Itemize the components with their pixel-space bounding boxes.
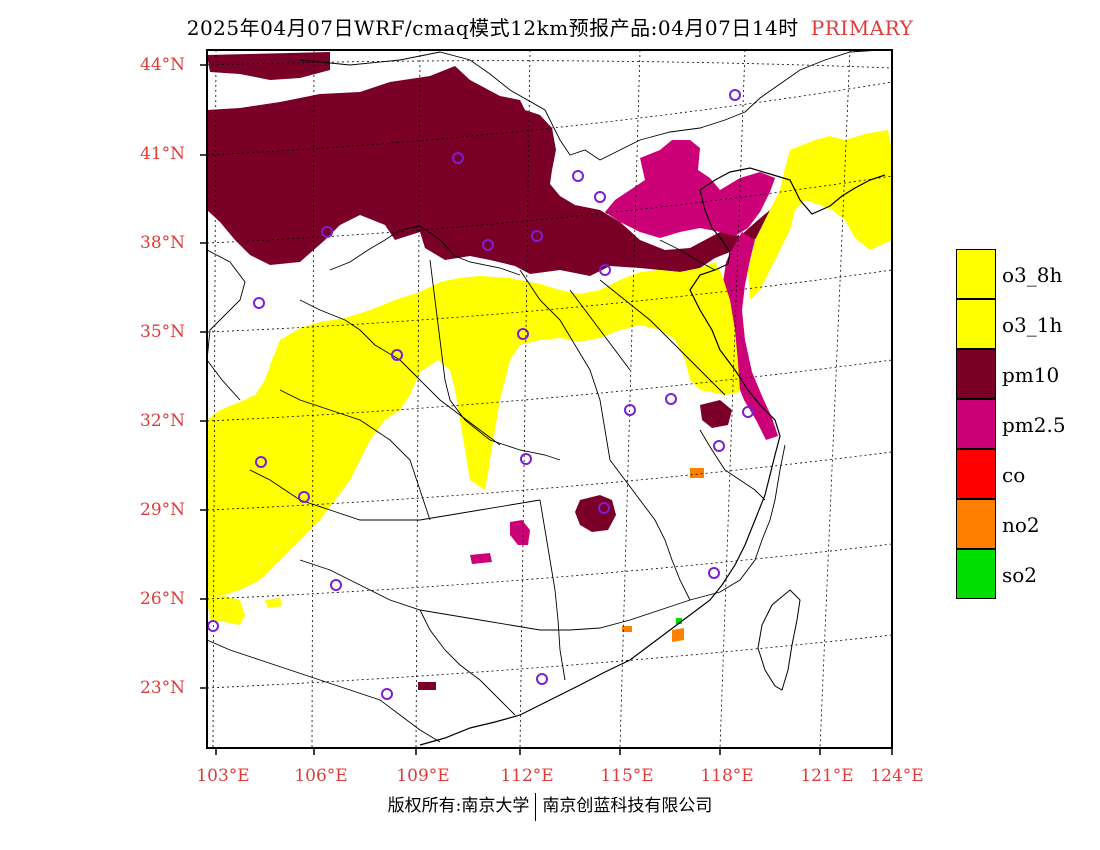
station-marker [391, 349, 403, 361]
graticule [207, 50, 892, 748]
legend-swatch [956, 349, 996, 399]
legend-swatch [956, 399, 996, 449]
station-marker [452, 152, 464, 164]
o3-region-south [207, 596, 282, 625]
station-marker [517, 328, 529, 340]
legend-label: o3_1h [1002, 313, 1063, 337]
legend-label: pm10 [1002, 363, 1060, 387]
copyright-left: 版权所有:南京大学 [387, 796, 530, 816]
legend-label: co [1002, 463, 1026, 487]
station-marker [321, 226, 333, 238]
station-marker [298, 491, 310, 503]
legend-swatch [956, 449, 996, 499]
station-marker [330, 579, 342, 591]
lat-label: 44°N [140, 55, 186, 75]
map-title: 2025年04月07日WRF/cmaq模式12km预报产品:04月07日14时 P… [0, 12, 1100, 41]
lat-label: 26°N [140, 589, 186, 609]
legend-swatch [956, 549, 996, 599]
footer-separator [535, 792, 537, 821]
station-markers [207, 89, 754, 700]
lon-label: 115°E [600, 766, 654, 786]
lat-label: 23°N [140, 678, 186, 698]
lon-label: 121°E [800, 766, 854, 786]
legend-label: pm2.5 [1002, 413, 1066, 437]
axis-ticks [200, 64, 893, 755]
station-marker [253, 297, 265, 309]
station-marker [482, 239, 494, 251]
lat-label: 32°N [140, 411, 186, 431]
station-marker [598, 502, 610, 514]
station-marker [255, 456, 267, 468]
station-marker [520, 453, 532, 465]
station-marker [599, 264, 611, 276]
station-marker [536, 673, 548, 685]
title-text: 2025年04月07日WRF/cmaq模式12km预报产品:04月07日14时 [186, 16, 799, 40]
pm25-region [470, 140, 778, 564]
lat-label: 38°N [140, 233, 186, 253]
station-marker [729, 89, 741, 101]
station-marker [572, 170, 584, 182]
lon-label: 106°E [294, 766, 348, 786]
lon-label: 118°E [700, 766, 754, 786]
legend-label: no2 [1002, 513, 1040, 537]
lon-label: 109°E [396, 766, 450, 786]
lon-label: 124°E [870, 766, 924, 786]
station-marker [624, 404, 636, 416]
station-marker [708, 567, 720, 579]
province-boundaries [207, 50, 881, 743]
legend-label: o3_8h [1002, 263, 1063, 287]
station-marker [742, 406, 754, 418]
o3-region-northeast [748, 130, 892, 300]
legend-label: so2 [1002, 563, 1038, 587]
lon-label: 103°E [196, 766, 250, 786]
so2-patch [676, 618, 682, 624]
o3-region-central [207, 262, 740, 598]
legend-swatch [956, 299, 996, 349]
station-marker [594, 191, 606, 203]
title-tag: PRIMARY [810, 16, 914, 40]
station-marker [531, 230, 543, 242]
station-marker [713, 440, 725, 452]
lon-label: 112°E [500, 766, 554, 786]
copyright-footer: 版权所有:南京大学 南京创蓝科技有限公司 [0, 791, 1100, 821]
station-marker [665, 393, 677, 405]
station-marker [381, 688, 393, 700]
taiwan-outline [757, 589, 801, 691]
lat-label: 41°N [140, 144, 186, 164]
lat-label: 35°N [140, 322, 186, 342]
pollution-layers [207, 50, 892, 748]
copyright-right: 南京创蓝科技有限公司 [542, 796, 713, 816]
legend-swatch [956, 249, 996, 299]
coastline [419, 167, 886, 746]
legend-swatch [956, 499, 996, 549]
pm10-region [207, 52, 770, 276]
lat-label: 29°N [140, 500, 186, 520]
map-frame [206, 49, 893, 749]
